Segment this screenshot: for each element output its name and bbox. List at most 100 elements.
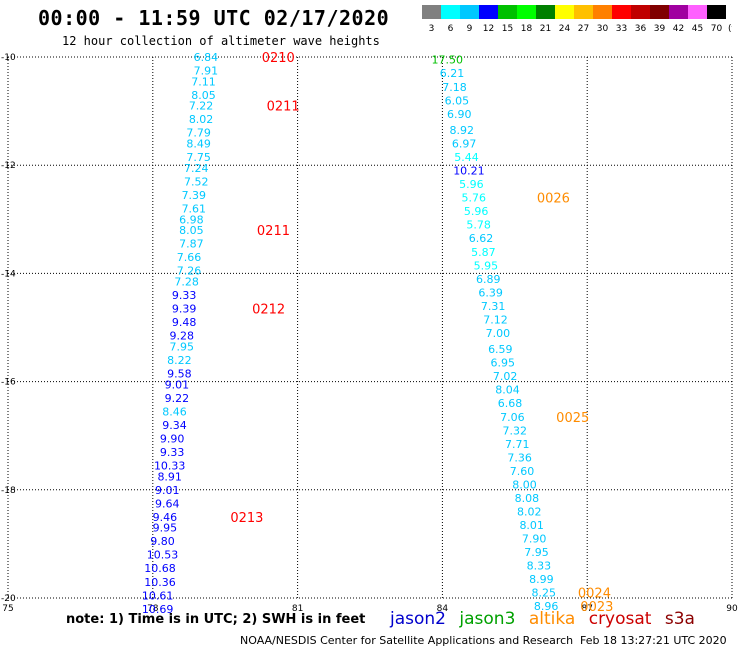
x-tick-label: 81 (292, 604, 303, 614)
map-grid (7, 56, 733, 599)
wave-height-value: 8.08 (515, 492, 540, 505)
color-swatch (612, 5, 631, 19)
wave-height-value: 9.39 (172, 303, 197, 316)
wave-height-value: 9.95 (153, 522, 178, 535)
wave-height-value: 7.75 (186, 151, 211, 164)
wave-height-value: 10.21 (453, 165, 485, 178)
wave-height-value: 6.05 (445, 94, 470, 107)
color-scale-label: 24 (559, 24, 571, 34)
wave-height-value: 7.28 (174, 276, 199, 289)
wave-height-value: 8.96 (534, 600, 559, 613)
wave-height-value: 7.06 (500, 411, 525, 424)
x-tick-label: 75 (2, 604, 13, 614)
wave-height-value: 10.61 (142, 589, 174, 602)
x-tick-label: 84 (437, 604, 449, 614)
color-swatch (593, 5, 612, 19)
color-scale-label: 39 (654, 24, 666, 34)
wave-height-value: 6.68 (498, 397, 523, 410)
wave-height-value: 8.02 (189, 113, 214, 126)
wave-height-value: 8.05 (191, 89, 216, 102)
wave-height-value: 8.01 (519, 519, 544, 532)
wave-height-value: 8.00 (512, 478, 537, 491)
color-swatch (479, 5, 498, 19)
wave-height-value: 10.68 (144, 562, 176, 575)
color-swatch (574, 5, 593, 19)
color-swatch (498, 5, 517, 19)
axis-ticks: 75 78 81 84 87 90 -10 -12 -14 -16 -18 -20 (1, 53, 738, 614)
wave-height-value: 5.78 (466, 219, 491, 232)
wave-height-value: 17.50 (431, 54, 463, 67)
wave-height-value: 6.90 (447, 108, 472, 121)
wave-height-value: 7.24 (184, 162, 209, 175)
wave-height-value: 7.60 (510, 465, 535, 478)
color-scale-label: 21 (540, 24, 551, 34)
wave-height-value: 7.66 (177, 251, 202, 264)
color-scale-label: 18 (521, 24, 533, 34)
wave-height-value: 7.00 (486, 327, 511, 340)
wave-height-value: 9.01 (165, 378, 190, 391)
wave-height-value: 7.31 (481, 300, 506, 313)
wave-height-value: 7.26 (177, 265, 202, 278)
wave-height-value: 7.12 (483, 313, 508, 326)
wave-height-value: 6.62 (469, 232, 494, 245)
pass-time-label: 0210 (262, 51, 295, 66)
wave-height-value: 5.95 (474, 259, 499, 272)
wave-height-value: 9.34 (162, 419, 187, 432)
units-note: note: 1) Time is in UTC; 2) SWH is in fe… (66, 612, 366, 627)
map-subtitle: 12 hour collection of altimeter wave hei… (62, 34, 380, 48)
wave-height-value: 7.52 (184, 175, 209, 188)
wave-height-value: 9.64 (155, 497, 180, 510)
pass-time-label: 0213 (230, 511, 263, 526)
color-swatch (669, 5, 688, 19)
wave-height-value: 6.59 (488, 343, 513, 356)
pass-time-label: 0211 (267, 100, 300, 115)
color-swatch (536, 5, 555, 19)
color-scale-label: 27 (578, 24, 589, 34)
wave-height-value: 6.84 (194, 51, 219, 64)
wave-height-value: 6.89 (476, 273, 501, 286)
color-scale-unit: (ft) (728, 24, 732, 34)
wave-height-value: 9.33 (172, 289, 197, 302)
wave-height-value: 8.04 (495, 384, 520, 397)
wave-height-value: 8.05 (179, 224, 204, 237)
wave-height-value: 9.46 (153, 511, 178, 524)
wave-height-value: 8.92 (449, 124, 474, 137)
color-swatch (460, 5, 479, 19)
color-swatch (688, 5, 707, 19)
color-swatch (707, 5, 726, 19)
wave-height-value: 7.71 (505, 438, 530, 451)
wave-height-value: 7.91 (194, 65, 219, 78)
wave-height-value: 9.01 (155, 484, 180, 497)
wave-height-value: 10.53 (147, 549, 179, 562)
color-swatch (441, 5, 460, 19)
wave-height-value: 8.02 (517, 505, 542, 518)
generation-timestamp: Feb 18 13:27:21 UTC 2020 (580, 634, 727, 647)
color-swatch (650, 5, 669, 19)
wave-height-value: 7.87 (179, 238, 204, 251)
color-scale-label: 12 (483, 24, 494, 34)
legend-s3a: s3a (664, 609, 695, 629)
map-title: 00:00 - 11:59 UTC 02/17/2020 (38, 6, 390, 30)
y-tick-label: -20 (1, 594, 16, 604)
y-tick-label: -18 (1, 486, 16, 496)
legend-cryosat: cryosat (588, 609, 652, 629)
wave-height-value: 7.61 (182, 202, 207, 215)
wave-height-value: 9.28 (170, 330, 195, 343)
wave-height-value: 10.33 (154, 459, 186, 472)
y-tick-label: -14 (1, 269, 16, 279)
color-scale-label: 30 (597, 24, 609, 34)
wave-height-value: 8.22 (167, 354, 192, 367)
y-tick-label: -16 (1, 378, 16, 388)
wave-height-value: 5.44 (454, 151, 479, 164)
wave-height-value: 7.36 (507, 451, 532, 464)
color-scale-label: 42 (673, 24, 684, 34)
legend-altika: altika (528, 609, 576, 629)
pass-time-label: 0023 (580, 600, 613, 615)
wave-height-value: 10.36 (144, 576, 176, 589)
wave-height-value: 9.90 (160, 432, 185, 445)
wave-height-values: 6.847.917.118.057.228.027.798.497.757.24… (142, 51, 559, 616)
legend-jason3: jason3 (459, 609, 516, 629)
color-scale-label: 6 (448, 24, 454, 34)
